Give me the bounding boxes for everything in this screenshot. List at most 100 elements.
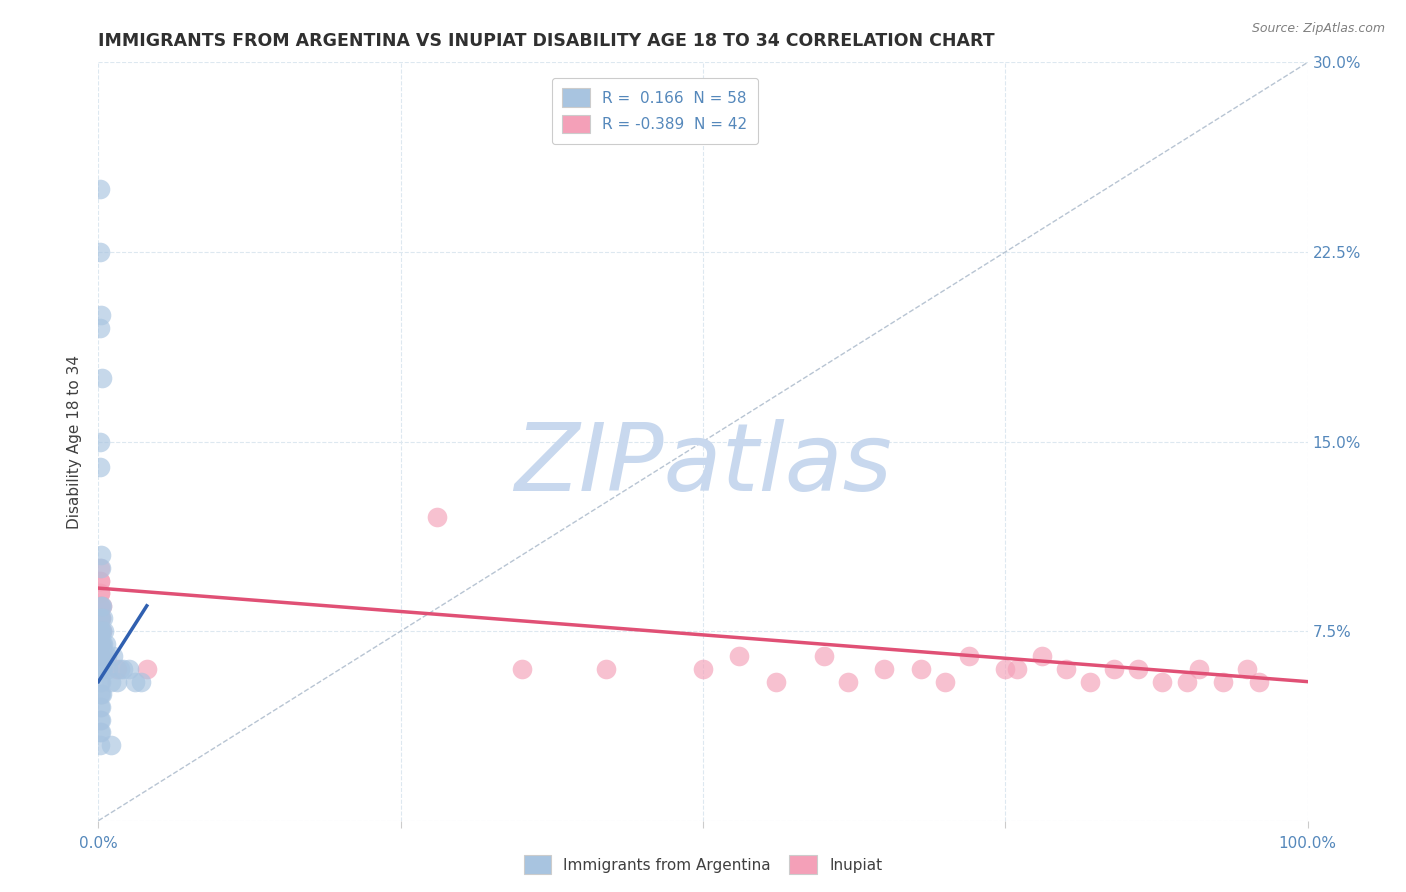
Point [90, 611, 112, 625]
Point [89, 687, 111, 701]
Point [89, 599, 111, 613]
Point [91, 662, 114, 676]
Point [91, 662, 114, 676]
Legend: R =  0.166  N = 58, R = -0.389  N = 42: R = 0.166 N = 58, R = -0.389 N = 42 [551, 78, 758, 144]
Point [873, 662, 896, 676]
Point [90, 649, 112, 664]
Point [1054, 662, 1077, 676]
Point [89, 434, 111, 449]
Point [90, 713, 112, 727]
Point [89, 699, 111, 714]
Point [89, 725, 111, 739]
Point [89, 624, 111, 639]
Point [91, 599, 114, 613]
Point [89, 624, 111, 639]
Point [89, 637, 111, 651]
Point [89, 674, 111, 689]
Point [1152, 674, 1174, 689]
Text: IMMIGRANTS FROM ARGENTINA VS INUPIAT DISABILITY AGE 18 TO 34 CORRELATION CHART: IMMIGRANTS FROM ARGENTINA VS INUPIAT DIS… [98, 32, 995, 50]
Point [90, 637, 112, 651]
Point [1212, 674, 1234, 689]
Point [91, 649, 114, 664]
Point [89, 574, 111, 588]
Point [91, 637, 114, 651]
Point [957, 649, 980, 664]
Point [96, 649, 118, 664]
Point [692, 662, 714, 676]
Point [89, 459, 111, 474]
Point [1249, 674, 1271, 689]
Point [1188, 662, 1211, 676]
Point [105, 662, 128, 676]
Point [426, 510, 449, 524]
Point [118, 662, 141, 676]
Point [1175, 674, 1198, 689]
Point [90, 637, 112, 651]
Point [129, 674, 152, 689]
Point [1007, 662, 1029, 676]
Point [90, 674, 112, 689]
Point [90, 611, 112, 625]
Point [89, 561, 111, 575]
Point [91, 611, 114, 625]
Point [89, 624, 111, 639]
Point [90, 561, 112, 575]
Point [89, 662, 111, 676]
Point [100, 674, 122, 689]
Point [90, 548, 112, 563]
Point [91, 624, 114, 639]
Point [89, 574, 111, 588]
Point [89, 586, 111, 600]
Point [813, 649, 835, 664]
Point [595, 662, 617, 676]
Point [1128, 662, 1150, 676]
Point [1236, 662, 1258, 676]
Point [93, 649, 115, 664]
Point [90, 624, 112, 639]
Point [105, 674, 128, 689]
Point [91, 637, 114, 651]
Point [124, 674, 146, 689]
Point [89, 649, 111, 664]
Text: ZIPatlas: ZIPatlas [515, 418, 891, 510]
Point [90, 599, 112, 613]
Point [934, 674, 956, 689]
Point [90, 308, 112, 322]
Point [837, 674, 859, 689]
Point [89, 182, 111, 196]
Point [89, 320, 111, 334]
Point [910, 662, 932, 676]
Point [89, 649, 111, 664]
Point [111, 662, 134, 676]
Point [89, 713, 111, 727]
Point [89, 637, 111, 651]
Point [100, 738, 122, 752]
Point [101, 649, 124, 664]
Point [1078, 674, 1101, 689]
Point [1102, 662, 1125, 676]
Point [97, 662, 120, 676]
Point [90, 699, 112, 714]
Point [90, 649, 112, 664]
Point [93, 624, 115, 639]
Point [1031, 649, 1053, 664]
Point [89, 611, 111, 625]
Point [765, 674, 787, 689]
Point [89, 662, 111, 676]
Point [91, 599, 114, 613]
Text: Source: ZipAtlas.com: Source: ZipAtlas.com [1251, 22, 1385, 36]
Point [994, 662, 1017, 676]
Point [90, 725, 112, 739]
Point [89, 637, 111, 651]
Y-axis label: Disability Age 18 to 34: Disability Age 18 to 34 [67, 354, 83, 529]
Point [91, 624, 114, 639]
Point [89, 599, 111, 613]
Point [135, 662, 157, 676]
Point [108, 662, 131, 676]
Point [94, 637, 117, 651]
Point [89, 586, 111, 600]
Point [510, 662, 533, 676]
Point [728, 649, 751, 664]
Point [89, 244, 111, 259]
Point [90, 662, 112, 676]
